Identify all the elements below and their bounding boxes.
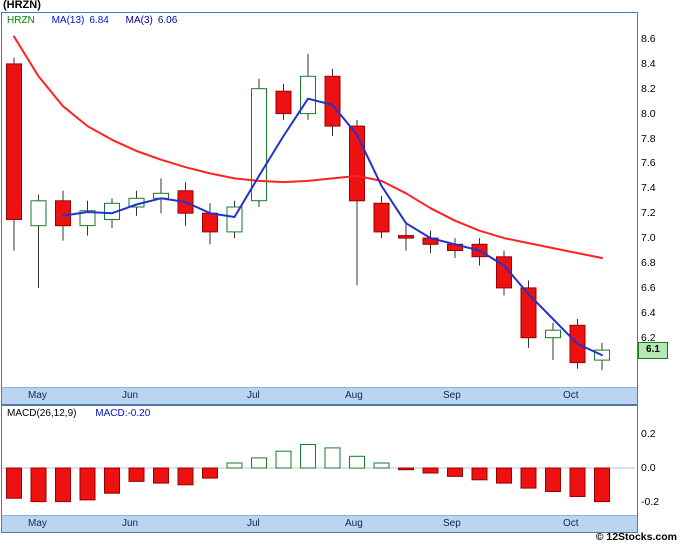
macd-month-axis: May Jun Jul Aug Sep Oct	[2, 515, 637, 532]
candle-down	[373, 195, 390, 239]
ticker-title: (HRZN)	[3, 0, 41, 11]
month-label: Sep	[443, 518, 461, 529]
month-label: Jun	[122, 390, 139, 401]
legend-symbol: HRZN	[7, 15, 35, 26]
macd-bar	[79, 467, 96, 501]
price-axis-tick: 6.4	[641, 307, 656, 319]
macd-bar	[251, 457, 267, 469]
macd-bar	[177, 467, 194, 486]
current-price-badge: 6.1	[638, 342, 668, 359]
macd-bar	[128, 467, 145, 482]
price-axis-tick: 8.2	[641, 83, 656, 95]
legend-ma3-label: MA(3)	[125, 15, 153, 26]
price-axis-tick: 6.6	[641, 282, 656, 294]
month-label: Jul	[247, 518, 260, 529]
macd-bar	[275, 450, 292, 469]
price-axis-tick: 8.6	[641, 33, 656, 45]
price-axis-tick: 8.0	[641, 108, 656, 120]
price-axis-tick: 6.2	[641, 332, 656, 344]
macd-bar	[373, 462, 390, 469]
copyright: © 12Stocks.com	[595, 531, 677, 543]
macd-axis-tick: 0.0	[641, 462, 656, 474]
candle-down	[324, 68, 341, 136]
macd-bar	[226, 462, 243, 469]
candle-down	[471, 238, 488, 266]
macd-bar	[422, 467, 439, 474]
month-label: Oct	[563, 518, 579, 529]
month-label: Jun	[122, 518, 139, 529]
macd-current-value: MACD:-0.20	[95, 408, 151, 419]
price-chart-panel: HRZN MA(13) 6.84 MA(3) 6.06 May Jun Jul Aug Se…	[1, 12, 638, 405]
macd-bar	[398, 467, 414, 471]
candle-down	[275, 83, 292, 120]
macd-bar	[569, 467, 586, 497]
month-label: Aug	[345, 390, 363, 401]
price-month-axis: May Jun Jul Aug Sep Oct	[2, 387, 637, 404]
price-axis-tick: 7.8	[641, 133, 656, 145]
macd-bar	[471, 467, 488, 481]
macd-bar	[545, 467, 561, 492]
month-label: Oct	[563, 390, 579, 401]
candle-down	[447, 238, 463, 258]
candle-up	[300, 53, 316, 120]
price-axis-tick: 7.0	[641, 232, 656, 244]
month-label: Jul	[247, 390, 260, 401]
macd-label: MACD(26,12,9)	[7, 408, 77, 419]
price-chart-canvas	[6, 35, 610, 371]
macd-bar	[153, 467, 169, 484]
price-axis-tick: 7.6	[641, 157, 656, 169]
month-label: May	[28, 390, 47, 401]
candle-up	[79, 200, 96, 236]
price-axis-tick: 8.4	[641, 58, 656, 70]
candle-up	[251, 78, 267, 207]
candle-up	[594, 342, 610, 371]
macd-bar	[496, 467, 512, 484]
candle-up	[104, 198, 120, 229]
macd-legend: MACD(26,12,9) MACD:-0.20	[7, 408, 150, 419]
legend-ma3: MA(3) 6.06	[126, 15, 178, 26]
price-axis-tick: 7.4	[641, 182, 656, 194]
ma-line-MA(13)	[13, 35, 603, 259]
legend-ma13-value: 6.84	[89, 15, 109, 26]
month-label: May	[28, 518, 47, 529]
macd-axis-tick: 0.2	[641, 428, 656, 440]
price-legend: HRZN MA(13) 6.84 MA(3) 6.06	[7, 15, 177, 26]
macd-bar	[104, 467, 120, 494]
macd-bar	[594, 467, 610, 503]
month-label: Sep	[443, 390, 461, 401]
legend-ma3-value: 6.06	[157, 15, 178, 26]
macd-bar	[30, 467, 47, 503]
macd-bar	[55, 467, 71, 503]
candle-up	[226, 200, 243, 239]
macd-bar	[6, 467, 22, 499]
ma-line-MA(3)	[62, 97, 603, 357]
month-label: Aug	[345, 518, 363, 529]
candle-down	[6, 57, 22, 251]
macd-bar	[324, 447, 341, 469]
macd-bar	[349, 455, 365, 469]
candle-up	[153, 178, 169, 214]
candle-down	[202, 203, 218, 245]
candle-down	[398, 223, 414, 251]
macd-chart-canvas	[2, 444, 635, 503]
candle-down	[496, 250, 512, 296]
legend-ma13-label: MA(13)	[51, 15, 85, 26]
candle-up	[30, 194, 47, 288]
macd-panel: MACD(26,12,9) MACD:-0.20 May Jun Jul Aug Sep…	[1, 405, 638, 533]
legend-ma13: MA(13) 6.84	[52, 15, 109, 26]
candle-down	[520, 280, 537, 348]
macd-bar	[300, 444, 316, 469]
candle-up	[545, 322, 561, 361]
price-axis-tick: 6.8	[641, 257, 656, 269]
macd-bar	[447, 467, 463, 477]
price-axis-tick: 7.2	[641, 207, 656, 219]
macd-bar	[202, 467, 218, 479]
macd-axis-tick: -0.2	[641, 496, 660, 508]
macd-bar	[520, 467, 537, 489]
